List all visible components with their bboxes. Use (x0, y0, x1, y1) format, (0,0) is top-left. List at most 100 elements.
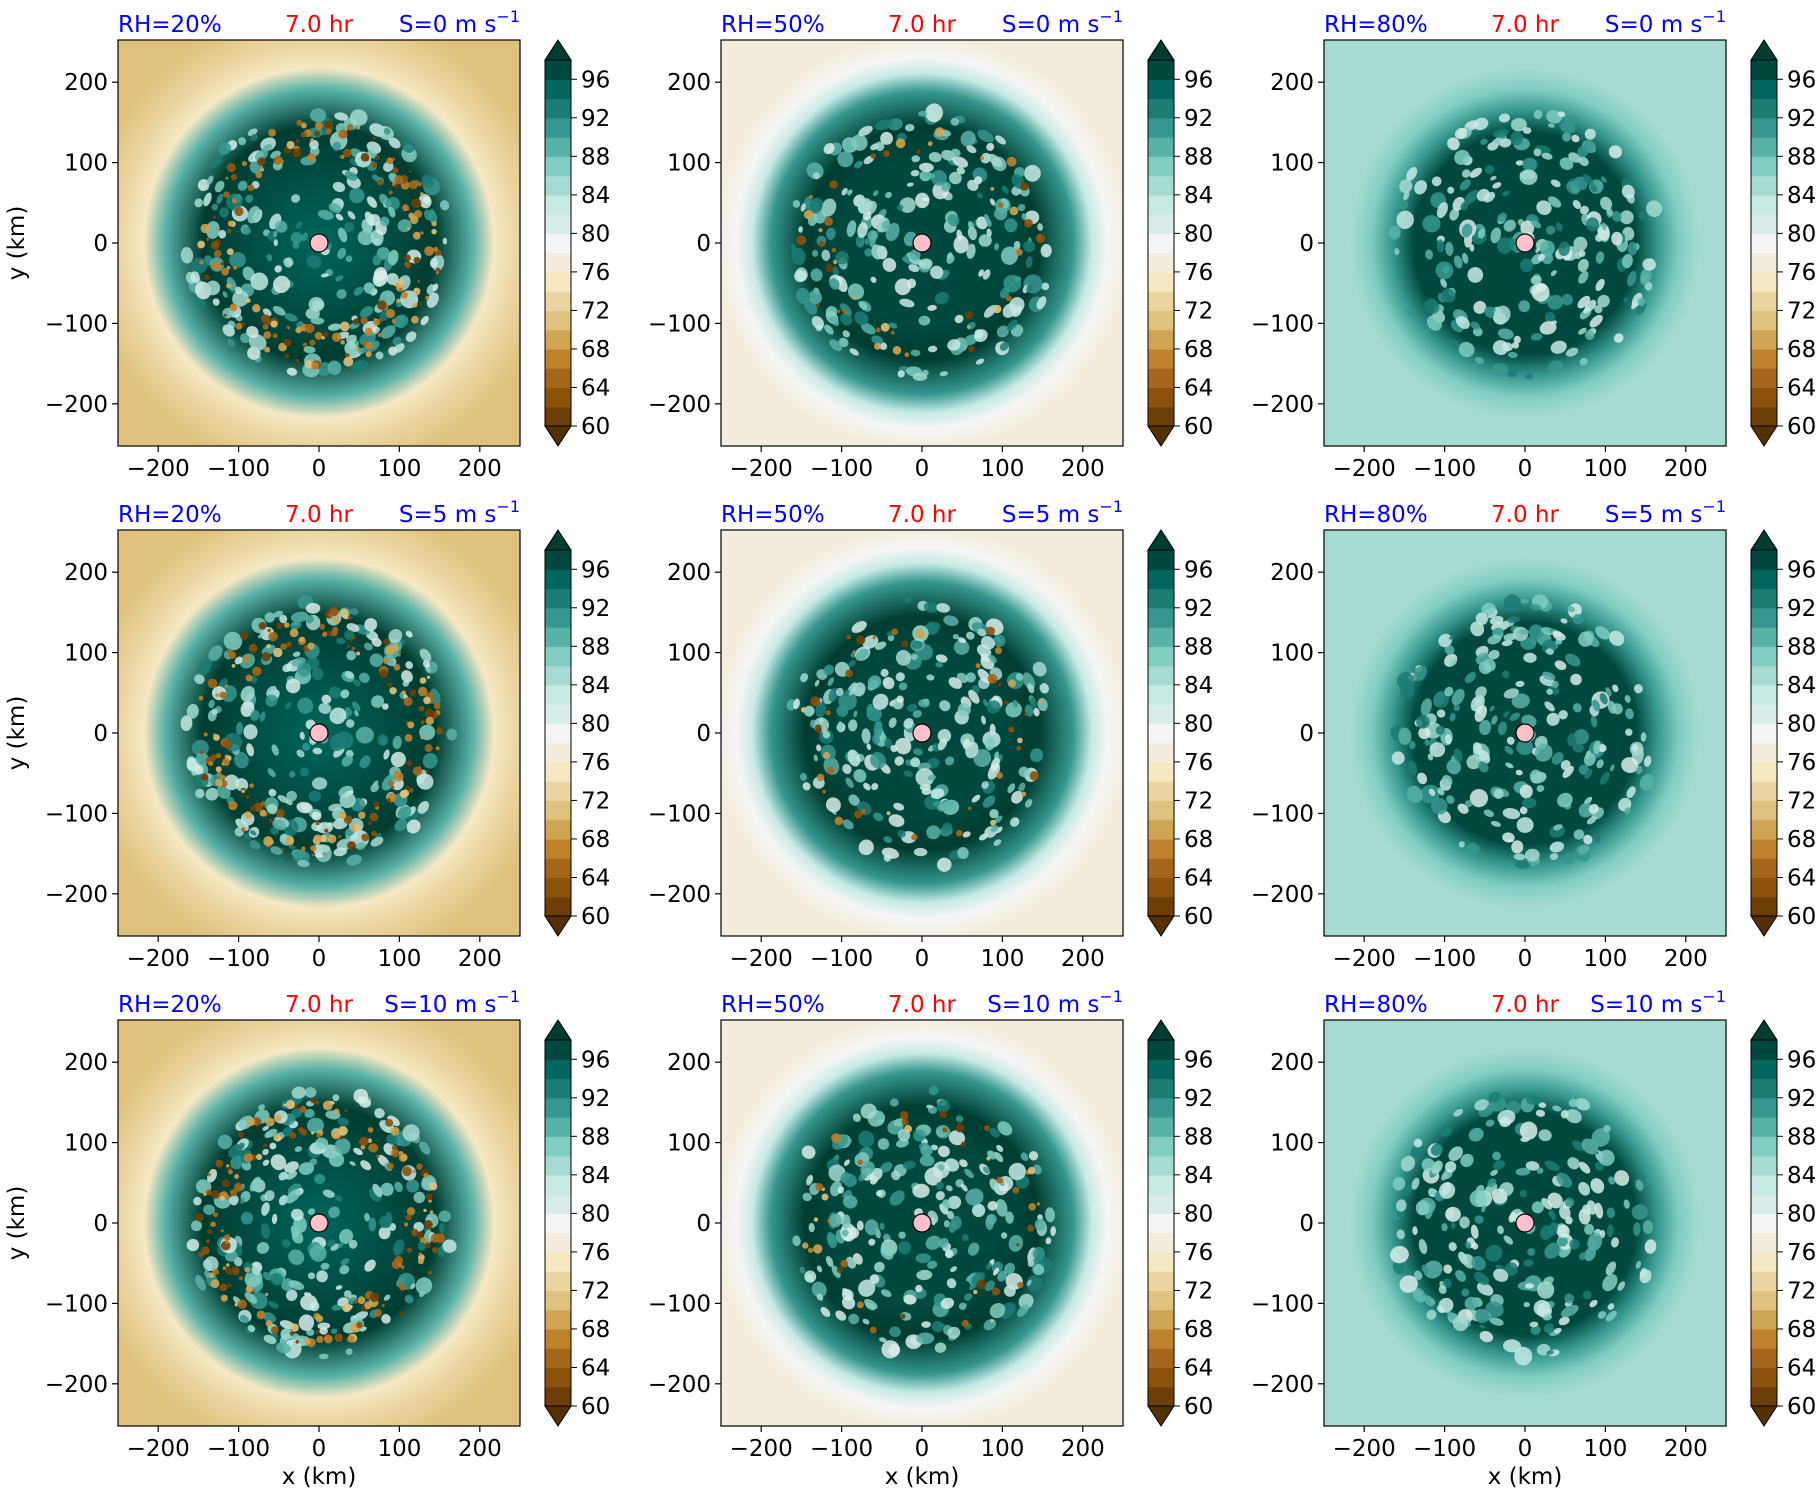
moist-cell (1509, 712, 1521, 721)
dry-cell (412, 766, 423, 776)
moist-cell (1469, 788, 1489, 808)
dry-cell (813, 1244, 823, 1254)
moist-cell (1554, 660, 1567, 671)
dry-cell (875, 327, 881, 333)
colorbar-segment (1751, 1040, 1777, 1060)
moist-cell (1603, 1124, 1611, 1133)
moist-cell (977, 192, 983, 199)
moist-cell (339, 792, 356, 809)
colorbar-tick-label: 80 (581, 1201, 610, 1227)
moist-cell (1503, 1339, 1522, 1353)
y-tick-label: 100 (64, 641, 108, 667)
moist-cell (1602, 1274, 1618, 1292)
moist-cell (1465, 189, 1479, 205)
dry-cell (251, 650, 256, 654)
moist-cell (1471, 1255, 1486, 1271)
moist-cell (1639, 773, 1655, 791)
x-tick-label: 0 (312, 1436, 327, 1462)
y-tick-label: 0 (1299, 1211, 1314, 1237)
moist-cell (1621, 757, 1639, 774)
moist-cell (1608, 630, 1625, 646)
dry-cell (904, 1125, 912, 1133)
dry-cell (215, 1159, 224, 1168)
dry-cell (199, 260, 204, 265)
moist-cell (803, 705, 815, 717)
dry-cell (433, 702, 441, 710)
colorbar-segment (1751, 838, 1777, 859)
dry-cell (360, 152, 370, 162)
moist-cell (327, 1239, 336, 1247)
moist-cell (1608, 1176, 1616, 1185)
x-tick-label: 200 (458, 456, 502, 482)
moist-cell (1476, 1282, 1494, 1296)
dry-cell (426, 769, 430, 773)
moist-cell (1474, 1271, 1489, 1286)
dry-cell (821, 1193, 829, 1201)
dry-cell (391, 157, 396, 161)
dry-cell (1036, 1202, 1041, 1206)
moist-cell (308, 790, 322, 802)
dry-cell (295, 358, 300, 363)
moist-cell (927, 304, 937, 311)
moist-cell (949, 171, 962, 185)
moist-cell (1429, 742, 1446, 758)
y-tick-label: −100 (648, 801, 711, 827)
moist-cell (1606, 207, 1614, 217)
moist-cell (1546, 688, 1553, 695)
moist-cell (210, 154, 223, 168)
moist-cell (1503, 594, 1521, 613)
moist-cell (934, 291, 949, 305)
moist-cell (825, 306, 838, 318)
center-marker (912, 233, 932, 253)
moist-cell (1544, 312, 1556, 323)
y-tick-label: 100 (64, 151, 108, 177)
moist-cell (1513, 335, 1521, 344)
moist-cell (994, 207, 1008, 221)
moist-cell (852, 682, 866, 697)
moist-cell (1480, 138, 1488, 146)
moist-cell (959, 1159, 968, 1168)
dry-cell (939, 1110, 947, 1119)
moist-cell (308, 296, 325, 312)
colorbar-segment (1751, 1309, 1777, 1330)
moist-cell (1605, 1261, 1617, 1276)
moist-cell (855, 648, 869, 661)
colorbar-segment (545, 156, 571, 177)
colorbar-segment (1751, 704, 1777, 724)
moist-cell (1391, 751, 1405, 765)
colorbar-segment (545, 310, 571, 331)
moist-cell (1448, 1242, 1457, 1252)
moist-cell (1598, 1149, 1615, 1166)
moist-cell (406, 1179, 420, 1193)
dry-cell (316, 1335, 324, 1343)
dry-cell (356, 125, 361, 130)
moist-cell (1581, 1138, 1599, 1155)
dry-cell (800, 707, 807, 713)
panel-title-right: S=0 m s−1 (1002, 7, 1123, 38)
colorbar-segment (545, 858, 571, 879)
moist-cell (1459, 1216, 1470, 1229)
moist-cell (1547, 294, 1564, 310)
dry-cell (420, 231, 424, 235)
y-tick-label: 0 (696, 1211, 711, 1237)
colorbar-segment (1148, 684, 1174, 705)
moist-cell (910, 169, 920, 177)
moist-cell (1573, 236, 1588, 252)
moist-cell (338, 1242, 344, 1248)
colorbar-extend-max (1147, 1019, 1175, 1041)
moist-cell (339, 1265, 350, 1275)
moist-cell (946, 254, 955, 264)
moist-cell (1008, 1234, 1023, 1252)
colorbar-segment (545, 406, 571, 427)
moist-cell (1018, 766, 1030, 778)
x-tick-label: −100 (810, 456, 873, 482)
moist-cell (235, 721, 244, 736)
colorbar-tick-label: 88 (1184, 634, 1213, 660)
dry-cell (232, 265, 238, 270)
colorbar-tick-label: 80 (1787, 711, 1816, 737)
dry-cell (347, 1335, 355, 1343)
moist-cell (858, 125, 873, 137)
moist-cell (1530, 275, 1542, 285)
moist-cell (1557, 1236, 1568, 1247)
